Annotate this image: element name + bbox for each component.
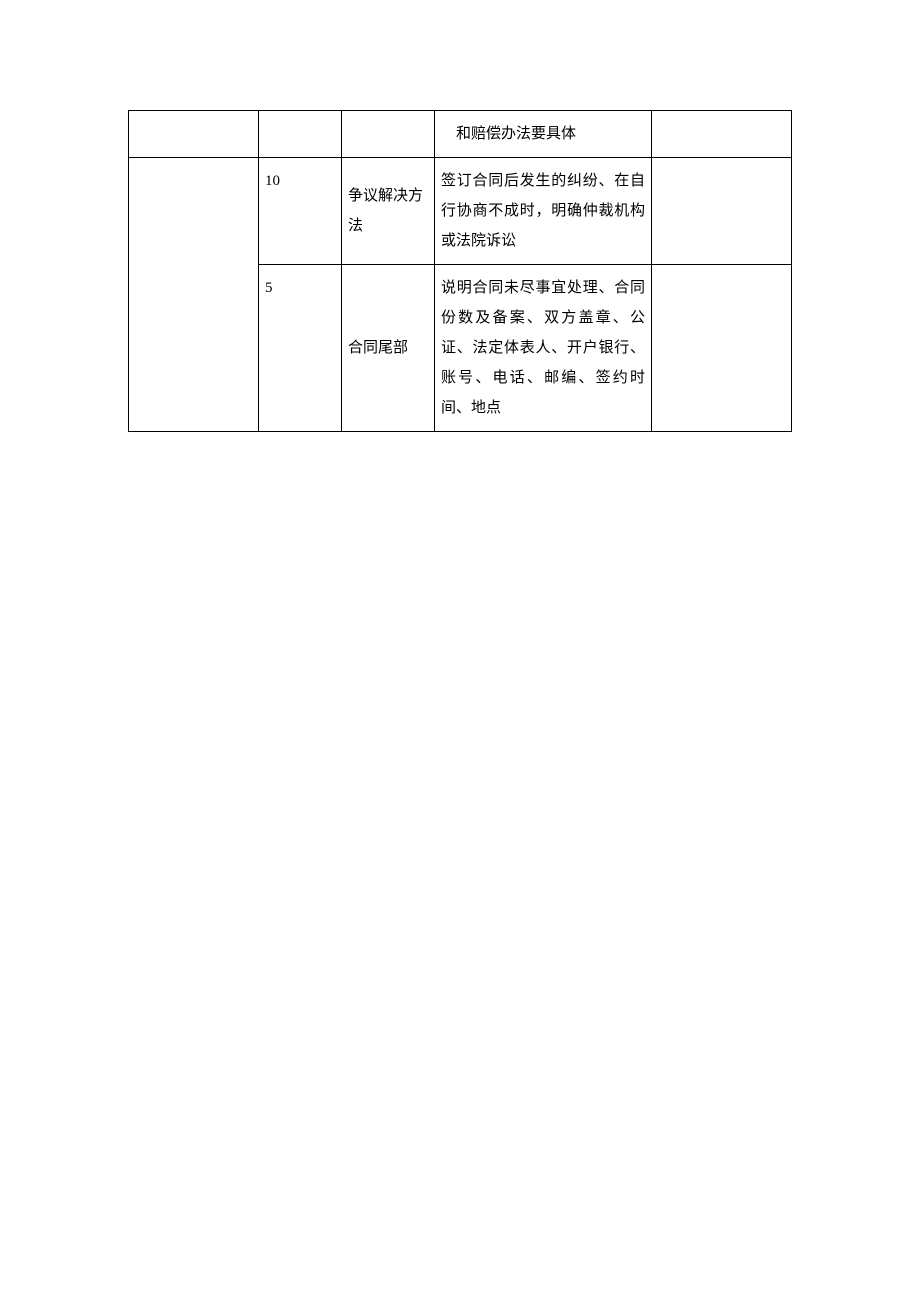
table-cell: 10 <box>259 158 342 265</box>
table-cell <box>129 111 259 158</box>
table-cell <box>652 265 792 432</box>
table-cell <box>652 158 792 265</box>
table-cell: 合同尾部 <box>342 265 435 432</box>
table-cell: 和赔偿办法要具体 <box>435 111 652 158</box>
table-cell: 签订合同后发生的纠纷、在自行协商不成时，明确仲裁机构或法院诉讼 <box>435 158 652 265</box>
table-cell <box>342 111 435 158</box>
page-container: 和赔偿办法要具体 10 争议解决方法 签订合同后发生的纠纷、在自行协商不成时，明… <box>0 0 920 432</box>
table-row: 10 争议解决方法 签订合同后发生的纠纷、在自行协商不成时，明确仲裁机构或法院诉… <box>129 158 792 265</box>
table-row: 和赔偿办法要具体 <box>129 111 792 158</box>
document-table: 和赔偿办法要具体 10 争议解决方法 签订合同后发生的纠纷、在自行协商不成时，明… <box>128 110 792 432</box>
table-cell <box>129 158 259 432</box>
table-cell: 说明合同未尽事宜处理、合同份数及备案、双方盖章、公证、法定体表人、开户银行、账号… <box>435 265 652 432</box>
table-cell: 争议解决方法 <box>342 158 435 265</box>
table-cell <box>652 111 792 158</box>
table-cell: 5 <box>259 265 342 432</box>
table-cell <box>259 111 342 158</box>
